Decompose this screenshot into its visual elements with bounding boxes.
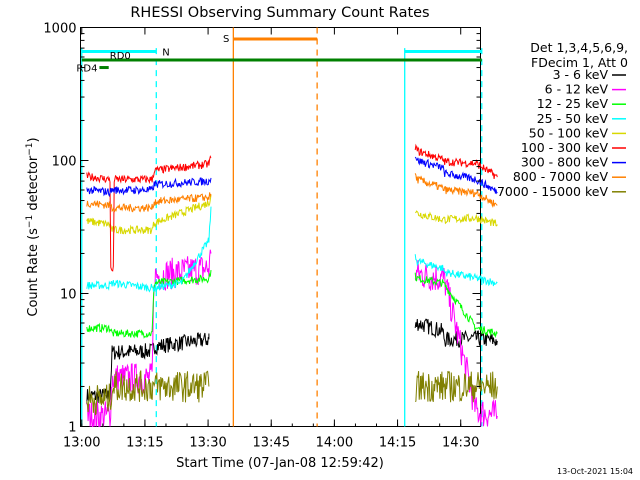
series-trace: [86, 155, 212, 272]
series-trace: [414, 318, 498, 348]
series-trace: [86, 192, 212, 213]
y-tick-label: 1000: [43, 22, 76, 37]
flag-bars: N S RD0 RD4: [76, 34, 482, 75]
series-trace: [414, 272, 498, 339]
series-12-25-kev: [86, 270, 498, 339]
legend-entry-label: 7000 - 15000 keV: [497, 184, 608, 199]
legend-entry-label: 12 - 25 keV: [537, 96, 609, 111]
x-tick-label: 13:15: [126, 436, 163, 451]
footer-date: 13-Oct-2021 15:04: [557, 467, 633, 476]
series-trace: [86, 370, 210, 416]
legend-entry-label: 800 - 7000 keV: [513, 169, 609, 184]
series-trace: [414, 370, 498, 403]
x-axis-label: Start Time (07-Jan-08 12:59:42): [176, 456, 384, 471]
y-axis-label-end: ): [26, 137, 41, 142]
y-tick-label: 1: [68, 421, 76, 436]
legend-entry-label: 100 - 300 keV: [521, 140, 609, 155]
x-axis: 13:00 13:15 13:30 13:45 14:00 14:15 14:30: [63, 27, 479, 451]
y-axis-label-mid: detector: [26, 155, 41, 215]
y-axis-label-exp2: −1: [25, 142, 35, 155]
x-tick-label: 13:00: [63, 436, 100, 451]
series-800-7000-kev: [86, 173, 498, 213]
y-tick-label: 100: [52, 155, 77, 170]
chart-title: RHESSI Observing Summary Count Rates: [130, 5, 429, 21]
legend-entry-label: 300 - 800 keV: [521, 155, 609, 170]
series-3-6-kev: [86, 318, 498, 404]
x-tick-label: 14:30: [442, 436, 479, 451]
series-50-100-kev: [86, 194, 498, 235]
flag-label-rd0: RD0: [110, 51, 131, 62]
series-trace: [86, 177, 212, 198]
y-tick-label: 10: [60, 288, 77, 303]
x-tick-label: 13:30: [189, 436, 226, 451]
series-trace: [414, 173, 498, 209]
legend-entry-label: 25 - 50 keV: [537, 111, 609, 126]
y-axis-label-main: Count Rate (s: [26, 228, 41, 317]
y-axis: 1 10 100 1000: [43, 22, 481, 436]
series-trace: [86, 249, 212, 428]
series-trace: [414, 143, 498, 179]
series-trace: [414, 260, 498, 427]
legend: Det 1,3,4,5,6,9,FDecim 1, Att 03 - 6 keV…: [497, 40, 628, 199]
series-trace: [86, 206, 212, 293]
y-axis-label: Count Rate (s−1 detector−1): [25, 137, 41, 316]
series-layer: [86, 143, 498, 428]
series-trace: [415, 210, 498, 227]
series-7000-15000-kev: [86, 370, 498, 416]
series-6-12-kev: [86, 249, 498, 428]
series-trace: [414, 254, 498, 287]
series-100-300-kev: [86, 143, 498, 272]
flag-label-n: N: [162, 48, 169, 59]
x-tick-label: 14:00: [316, 436, 353, 451]
legend-header-line: FDecim 1, Att 0: [531, 55, 628, 70]
flag-label-s: S: [223, 34, 229, 45]
series-trace: [414, 156, 498, 195]
legend-entry-label: 6 - 12 keV: [545, 82, 609, 97]
legend-entry-label: 3 - 6 keV: [553, 67, 609, 82]
legend-entry-label: 50 - 100 keV: [529, 125, 609, 140]
flag-label-rd4: RD4: [76, 64, 97, 75]
series-trace: [86, 194, 212, 235]
x-tick-label: 14:15: [379, 436, 416, 451]
series-300-800-kev: [86, 156, 498, 198]
series-25-50-kev: [86, 206, 498, 293]
series-trace: [86, 270, 212, 339]
plot-frame: [80, 27, 481, 427]
legend-header-line: Det 1,3,4,5,6,9,: [530, 40, 628, 55]
vertical-markers: [81, 27, 483, 427]
x-tick-label: 13:45: [253, 436, 290, 451]
y-axis-label-exp1: −1: [25, 215, 35, 228]
